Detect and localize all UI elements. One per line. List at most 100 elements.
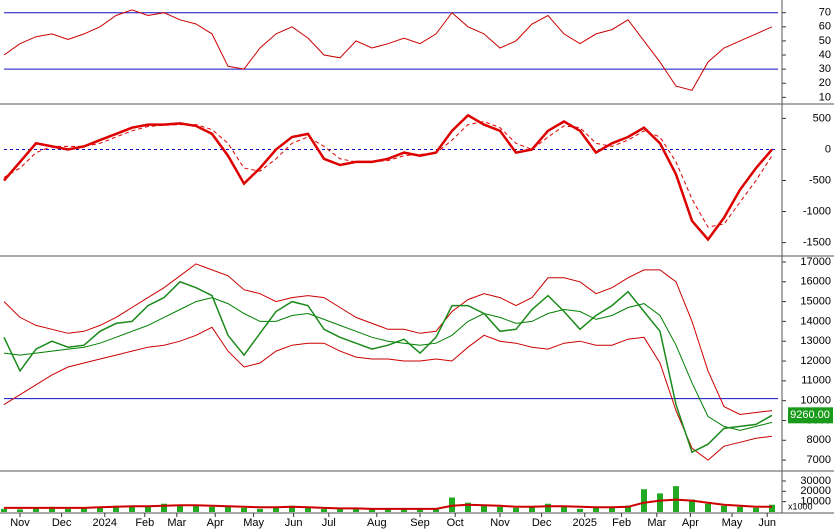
series-line bbox=[3, 280, 773, 454]
volume-bar bbox=[33, 507, 39, 512]
y-tick-label: 16000 bbox=[800, 276, 831, 288]
y-tick-label: 70 bbox=[819, 7, 831, 19]
volume-bar bbox=[145, 506, 151, 512]
volume-bar bbox=[193, 505, 199, 512]
x-tick-label: Jun bbox=[758, 517, 776, 529]
x-tick-label: Sep bbox=[410, 517, 430, 529]
volume-bar bbox=[753, 507, 759, 512]
y-tick-label: 10000 bbox=[800, 496, 831, 508]
y-tick-label: 500 bbox=[813, 112, 831, 124]
volume-bar bbox=[737, 506, 743, 512]
series-line bbox=[3, 120, 773, 228]
volume-bar bbox=[321, 508, 327, 512]
y-tick-label: 17000 bbox=[800, 256, 831, 268]
x-tick-label: Mar bbox=[647, 517, 666, 529]
x-tick-label: May bbox=[722, 517, 743, 529]
volume-bar bbox=[401, 508, 407, 512]
volume-bar bbox=[289, 505, 295, 512]
volume-bar bbox=[337, 508, 343, 512]
x-tick-label: Jul bbox=[322, 517, 336, 529]
last-price-badge bbox=[788, 407, 833, 424]
y-tick-label: 50 bbox=[819, 35, 831, 47]
y-tick-label: 30000 bbox=[800, 475, 831, 487]
x-tick-label: Dec bbox=[52, 517, 72, 529]
x-tick-label: Aug bbox=[367, 517, 387, 529]
x-tick-label: Nov bbox=[10, 517, 30, 529]
volume-bar bbox=[65, 508, 71, 512]
volume-bar bbox=[433, 508, 439, 512]
y-tick-label: -500 bbox=[809, 174, 831, 186]
y-tick-label: 10000 bbox=[800, 395, 831, 407]
x-tick-label: Feb bbox=[135, 517, 154, 529]
volume-bar bbox=[273, 506, 279, 512]
series-line bbox=[3, 263, 773, 416]
unit-label: x1000 bbox=[788, 501, 813, 511]
volume-bar bbox=[81, 507, 87, 512]
volume-bar bbox=[305, 507, 311, 512]
volume-bar bbox=[561, 506, 567, 512]
volume-bar bbox=[113, 505, 119, 512]
y-tick-label: 7000 bbox=[807, 454, 831, 466]
volume-bar bbox=[545, 503, 551, 512]
volume-bar bbox=[161, 503, 167, 512]
volume-bar bbox=[417, 508, 423, 512]
x-tick-label: Mar bbox=[167, 517, 186, 529]
series-line bbox=[4, 498, 772, 510]
volume-bar bbox=[705, 503, 711, 512]
y-tick-label: 0 bbox=[825, 143, 831, 155]
volume-bar bbox=[513, 507, 519, 512]
volume-bar bbox=[769, 504, 775, 512]
volume-bar bbox=[465, 502, 471, 512]
volume-bar bbox=[97, 506, 103, 512]
x-tick-label: May bbox=[243, 517, 264, 529]
x-tick-label: Apr bbox=[682, 517, 699, 529]
y-tick-label: 10 bbox=[819, 91, 831, 103]
y-tick-label: 12000 bbox=[800, 355, 831, 367]
y-tick-label: -1000 bbox=[803, 205, 831, 217]
volume-bar bbox=[641, 489, 647, 512]
y-tick-label: 8000 bbox=[807, 434, 831, 446]
y-tick-label: 15000 bbox=[800, 295, 831, 307]
x-tick-label: 2025 bbox=[573, 517, 597, 529]
volume-bar bbox=[257, 508, 263, 512]
volume-bar bbox=[481, 505, 487, 512]
y-tick-label: 13000 bbox=[800, 335, 831, 347]
x-tick-label: Jun bbox=[285, 517, 303, 529]
volume-bar bbox=[721, 505, 727, 512]
series-line bbox=[3, 113, 773, 242]
x-tick-label: 2024 bbox=[93, 517, 117, 529]
volume-bar bbox=[353, 508, 359, 512]
y-tick-label: 14000 bbox=[800, 315, 831, 327]
volume-bar bbox=[209, 506, 215, 512]
volume-bar bbox=[241, 507, 247, 512]
y-tick-label: 20000 bbox=[800, 485, 831, 497]
volume-bar bbox=[593, 507, 599, 512]
volume-bar bbox=[529, 506, 535, 512]
y-tick-label: 11000 bbox=[801, 375, 831, 387]
y-tick-label: 40 bbox=[819, 49, 831, 61]
y-tick-label: 60 bbox=[819, 21, 831, 33]
x-tick-label: Apr bbox=[207, 517, 224, 529]
volume-bar bbox=[625, 505, 631, 512]
volume-bar bbox=[129, 505, 135, 512]
x-tick-label: Nov bbox=[490, 517, 510, 529]
y-tick-label: -1500 bbox=[803, 236, 831, 248]
volume-bar bbox=[49, 506, 55, 512]
last-price-label: 9260.00 bbox=[790, 409, 830, 421]
volume-bar bbox=[609, 506, 615, 512]
volume-bar bbox=[369, 509, 375, 512]
y-tick-label: 30 bbox=[819, 63, 831, 75]
volume-bar bbox=[657, 493, 663, 512]
series-line bbox=[3, 297, 773, 431]
volume-bar bbox=[577, 508, 583, 512]
series-line bbox=[3, 9, 773, 91]
x-tick-label: Oct bbox=[447, 517, 464, 529]
x-tick-label: Feb bbox=[612, 517, 631, 529]
volume-bar bbox=[17, 509, 23, 512]
series-line bbox=[3, 326, 773, 461]
x-tick-label: Dec bbox=[532, 517, 552, 529]
volume-bar bbox=[385, 508, 391, 512]
volume-bar bbox=[177, 504, 183, 512]
